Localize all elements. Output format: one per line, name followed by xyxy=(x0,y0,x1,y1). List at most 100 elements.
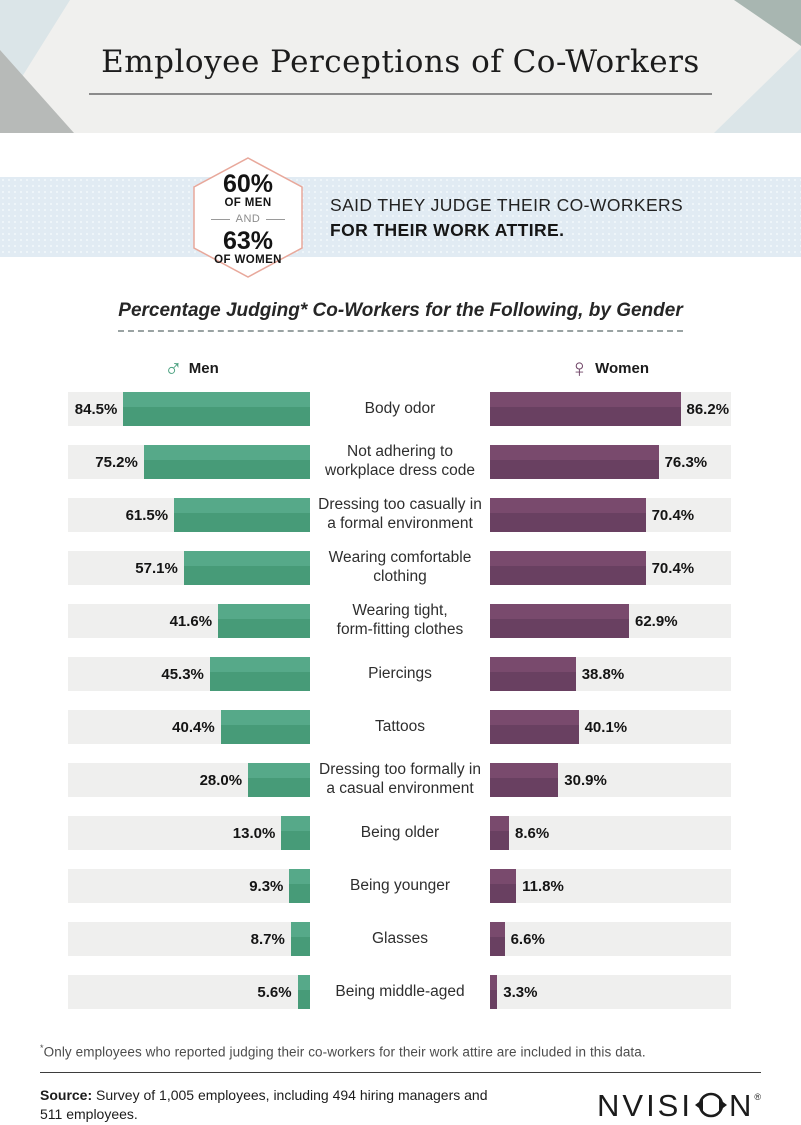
women-bar-track: 70.4% xyxy=(490,498,731,532)
category-label: Wearing tight, form-fitting clothes xyxy=(336,602,464,638)
men-bar-track: 45.3% xyxy=(68,657,310,691)
men-bar-track: 8.7% xyxy=(68,922,310,956)
men-percent-label: 41.6% xyxy=(169,612,213,630)
women-percent-label: 86.2% xyxy=(686,400,730,418)
men-percent-label: 8.7% xyxy=(250,930,285,948)
men-bar xyxy=(174,498,310,532)
logo-text-right: N xyxy=(728,1087,755,1123)
men-bar xyxy=(183,551,310,585)
men-bar-track: 41.6% xyxy=(68,604,310,638)
men-percent-label: 84.5% xyxy=(74,400,118,418)
women-percent-label: 38.8% xyxy=(581,665,625,683)
chart-row: 28.0% Dressing too formally in a casual … xyxy=(0,761,801,797)
footnote-text: Only employees who reported judging thei… xyxy=(43,1044,646,1060)
venus-icon: ♀ xyxy=(569,353,590,383)
banner-line2: FOR THEIR WORK ATTIRE. xyxy=(330,220,565,240)
dash-left xyxy=(210,218,230,220)
men-percent-label: 5.6% xyxy=(257,983,292,1001)
women-bar-track: 3.3% xyxy=(490,975,731,1009)
nvision-logo: NVISI N ® xyxy=(597,1090,761,1121)
women-bar xyxy=(490,392,681,426)
chart-row: 45.3% Piercings 38.8% xyxy=(0,657,801,691)
footnote-mark: * xyxy=(40,1043,44,1053)
women-percent-label: 6.6% xyxy=(510,930,545,948)
men-bar xyxy=(218,604,310,638)
footer: *Only employees who reported judging the… xyxy=(0,1043,801,1125)
women-bar-track: 8.6% xyxy=(490,816,731,850)
chart-row: 61.5% Dressing too casually in a formal … xyxy=(0,496,801,532)
chart-row: 41.6% Wearing tight, form-fitting clothe… xyxy=(0,602,801,638)
category-label: Glasses xyxy=(372,929,428,947)
stat-men-label: OF MEN xyxy=(224,197,272,209)
women-bar xyxy=(490,922,505,956)
category-label: Dressing too formally in a casual enviro… xyxy=(319,761,481,797)
women-bar xyxy=(490,551,646,585)
nvision-eye-icon xyxy=(694,1092,727,1118)
hexagon-content: 60% OF MEN AND 63% OF WOMEN xyxy=(193,157,303,278)
women-bar xyxy=(490,657,576,691)
men-bar xyxy=(248,763,310,797)
women-bar xyxy=(490,816,509,850)
chart-row: 84.5% Body odor 86.2% xyxy=(0,392,801,426)
women-bar xyxy=(490,445,659,479)
women-bar xyxy=(490,975,498,1009)
category-label: Being younger xyxy=(350,876,450,894)
chart-row: 75.2% Not adhering to workplace dress co… xyxy=(0,443,801,479)
chart-legend: ♂ Men ♀ Women xyxy=(0,355,801,381)
chart-title: Percentage Judging* Co-Workers for the F… xyxy=(118,300,683,332)
chart-row: 40.4% Tattoos 40.1% xyxy=(0,710,801,744)
women-percent-label: 3.3% xyxy=(503,983,538,1001)
women-percent-label: 70.4% xyxy=(651,559,695,577)
category-label: Dressing too casually in a formal enviro… xyxy=(318,496,482,532)
men-bar-track: 75.2% xyxy=(68,445,310,479)
women-bar-track: 70.4% xyxy=(490,551,731,585)
source-label: Source: xyxy=(40,1086,93,1103)
stat-connector: AND xyxy=(210,213,286,225)
men-bar xyxy=(143,445,310,479)
chart-row: 9.3% Being younger 11.8% xyxy=(0,869,801,903)
category-label: Body odor xyxy=(364,399,436,417)
banner-text: SAID THEY JUDGE THEIR CO-WORKERS FOR THE… xyxy=(0,177,801,241)
men-bar-track: 13.0% xyxy=(68,816,310,850)
legend-women-label: Women xyxy=(595,359,649,377)
page-title: Employee Perceptions of Co-Workers xyxy=(89,44,712,95)
women-percent-label: 30.9% xyxy=(564,771,607,789)
men-bar-track: 28.0% xyxy=(68,763,310,797)
banner-line1: SAID THEY JUDGE THEIR CO-WORKERS xyxy=(330,195,684,215)
hexagon-badge: 60% OF MEN AND 63% OF WOMEN xyxy=(193,157,303,278)
women-bar xyxy=(490,763,559,797)
hexagon-shape-icon xyxy=(193,157,303,278)
mars-icon: ♂ xyxy=(164,353,183,382)
women-percent-label: 11.8% xyxy=(522,877,564,895)
men-percent-label: 61.5% xyxy=(125,506,169,524)
men-bar xyxy=(290,922,310,956)
chart-row: 8.7% Glasses 6.6% xyxy=(0,922,801,956)
women-bar xyxy=(490,869,517,903)
footnote: *Only employees who reported judging the… xyxy=(40,1043,761,1060)
category-label: Not adhering to workplace dress code xyxy=(325,443,475,479)
women-bar-track: 6.6% xyxy=(490,922,731,956)
men-bar-track: 5.6% xyxy=(68,975,310,1009)
men-percent-label: 75.2% xyxy=(95,453,138,471)
women-percent-label: 40.1% xyxy=(584,718,628,736)
men-percent-label: 40.4% xyxy=(172,718,215,736)
men-percent-label: 28.0% xyxy=(199,771,243,789)
legend-women: ♀ Women xyxy=(570,355,649,381)
women-bar-track: 62.9% xyxy=(490,604,731,638)
stat-men-value: 60% xyxy=(222,169,274,198)
chart-row: 57.1% Wearing comfortable clothing 70.4% xyxy=(0,549,801,585)
men-bar xyxy=(297,975,310,1009)
chart-section: Percentage Judging* Co-Workers for the F… xyxy=(0,300,801,1009)
women-bar xyxy=(490,604,629,638)
men-bar xyxy=(220,710,310,744)
registered-mark: ® xyxy=(754,1091,761,1102)
women-bar-track: 76.3% xyxy=(490,445,731,479)
women-bar-track: 11.8% xyxy=(490,869,731,903)
women-bar-track: 86.2% xyxy=(490,392,731,426)
women-bar-track: 40.1% xyxy=(490,710,731,744)
category-label: Piercings xyxy=(368,664,432,682)
men-bar-track: 40.4% xyxy=(68,710,310,744)
category-label: Being older xyxy=(360,823,440,841)
men-bar-track: 61.5% xyxy=(68,498,310,532)
women-percent-label: 70.4% xyxy=(651,506,695,524)
